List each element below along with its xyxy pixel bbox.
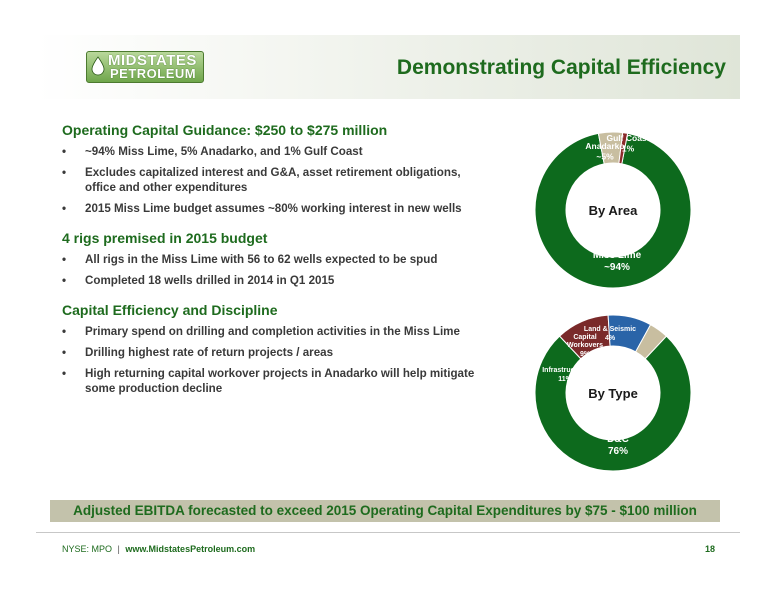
bullet-item: Completed 18 wells drilled in 2014 in Q1…: [62, 273, 482, 288]
oil-drop-icon: [91, 56, 105, 76]
bullet-list-discipline: Primary spend on drilling and completion…: [62, 324, 482, 396]
footer-url: www.MidstatesPetroleum.com: [125, 544, 256, 554]
chart-title: By Area: [589, 203, 638, 218]
bullet-item: Drilling highest rate of return projects…: [62, 345, 482, 360]
donut-slice: [534, 132, 692, 289]
slice-label: Anadarko ~5%: [585, 141, 624, 162]
company-logo: MIDSTATES PETROLEUM: [86, 51, 204, 83]
footer-separator: |: [117, 544, 120, 554]
page-number: 18: [705, 544, 716, 554]
footer-divider: [36, 532, 740, 533]
bullet-item: ~94% Miss Lime, 5% Anadarko, and 1% Gulf…: [62, 144, 482, 159]
chart-title-box: [580, 380, 646, 406]
donut-chart-0: Miss Lime ~94% Anadarko ~5%Gulf Coast 1% By A…: [534, 131, 692, 289]
bullet-item: Excludes capitalized interest and G&A, a…: [62, 165, 482, 195]
bullet-item: 2015 Miss Lime budget assumes ~80% worki…: [62, 201, 482, 216]
logo-background: [86, 51, 204, 83]
donut-charts: Miss Lime ~94% Anadarko ~5%Gulf Coast 1% By A…: [534, 131, 692, 472]
bullet-list-guidance: ~94% Miss Lime, 5% Anadarko, and 1% Gulf…: [62, 144, 482, 216]
slice-label: Gulf Coast 1%: [607, 133, 650, 154]
logo-line1: MIDSTATES: [108, 52, 197, 69]
logo-line2: PETROLEUM: [110, 66, 197, 81]
slice-label: Miss Lime ~94%: [593, 250, 642, 273]
slice-label: Capital Workovers 9%: [567, 334, 603, 358]
section-heading-discipline: Capital Efficiency and Discipline: [62, 302, 278, 318]
donut-chart-1: D&C 76% Infrastructure 11% Capital Workovers 9…: [534, 314, 692, 472]
chart-title-box: [580, 197, 646, 223]
section-heading-rigs: 4 rigs premised in 2015 budget: [62, 230, 268, 246]
footer-ticker: NYSE: MPO: [62, 544, 113, 554]
footer: NYSE: MPO | www.MidstatesPetroleum.com: [62, 544, 255, 554]
slice-label: D&C 76%: [607, 434, 629, 457]
bullet-item: Primary spend on drilling and completion…: [62, 324, 482, 339]
section-heading-guidance: Operating Capital Guidance: $250 to $275…: [62, 122, 388, 138]
donut-slice: [534, 335, 692, 472]
slice-label: Infrastructure 11%: [542, 367, 588, 383]
slice-label: Land & Seismic 4%: [584, 326, 636, 342]
summary-banner: Adjusted EBITDA forecasted to exceed 201…: [50, 500, 720, 522]
bullet-item: All rigs in the Miss Lime with 56 to 62 …: [62, 252, 482, 267]
donut-slice: [634, 323, 668, 360]
content-left: Operating Capital Guidance: $250 to $275…: [62, 122, 482, 402]
bullet-item: High returning capital workover projects…: [62, 366, 482, 396]
chart-title: By Type: [588, 386, 638, 401]
page-title: Demonstrating Capital Efficiency: [396, 56, 726, 79]
bullet-list-rigs: All rigs in the Miss Lime with 56 to 62 …: [62, 252, 482, 288]
donut-slice: [618, 132, 629, 165]
